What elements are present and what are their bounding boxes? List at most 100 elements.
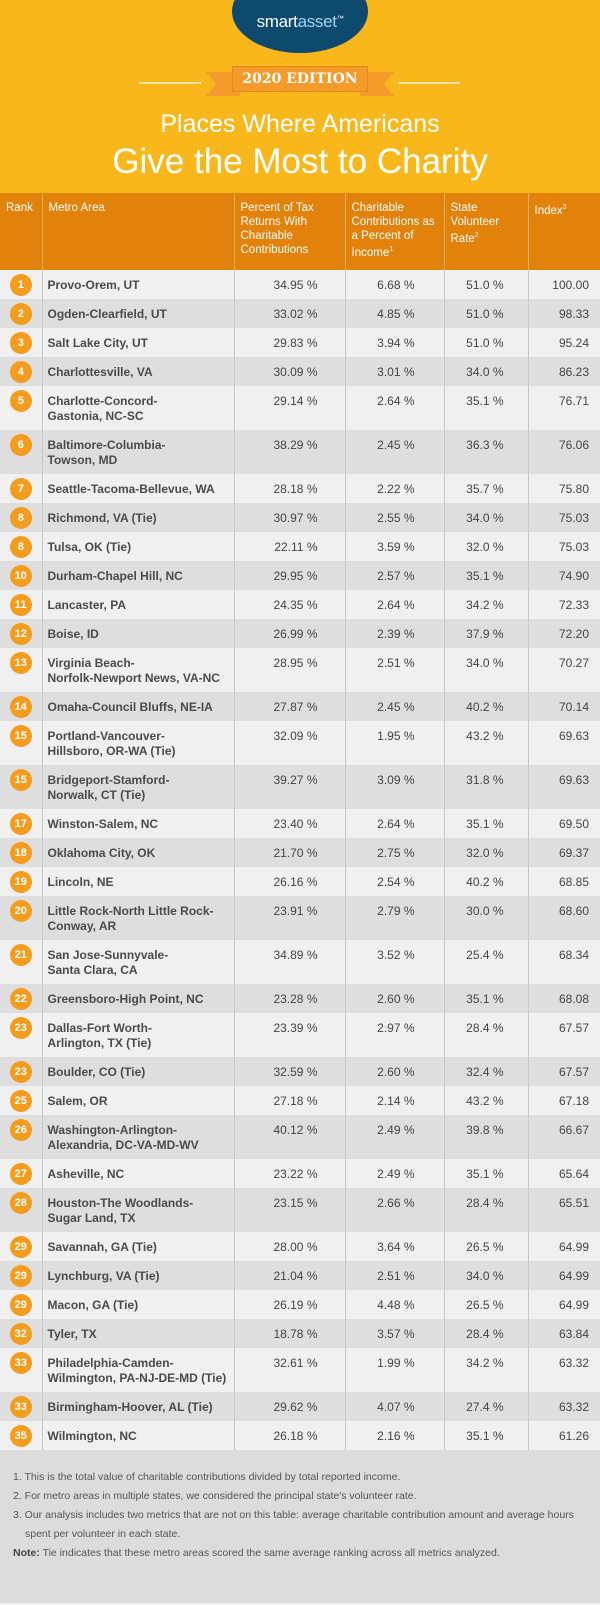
cell-metro: Greensboro-High Point, NC <box>42 984 235 1013</box>
cell-pct-returns: 38.29 % <box>234 430 346 474</box>
cell-metro: Lincoln, NE <box>42 867 235 896</box>
cell-contrib: 3.01 % <box>345 357 445 386</box>
cell-index: 68.08 <box>558 992 589 1006</box>
cell-metro: Durham-Chapel Hill, NC <box>42 561 235 590</box>
cell-index: 72.33 <box>558 598 589 612</box>
cell-volunteer: 35.1 % <box>444 1159 529 1188</box>
cell-contrib: 2.45 % <box>345 692 445 721</box>
cell-volunteer: 34.2 % <box>444 590 529 619</box>
table-row: 29 Lynchburg, VA (Tie) 21.04 % 2.51 % 34.0 %… <box>0 1261 600 1290</box>
cell-contrib: 2.64 % <box>345 809 445 838</box>
footnote-ref: 2 <box>474 232 479 239</box>
table-row: 25 Salem, OR 27.18 % 2.14 % 43.2 % 67.18 <box>0 1086 600 1115</box>
cell-volunteer: 32.0 % <box>444 532 529 561</box>
cell-index: 68.85 <box>558 875 589 889</box>
cell-contrib: 2.57 % <box>345 561 445 590</box>
cell-contrib: 2.64 % <box>345 590 445 619</box>
cell-metro: Charlottesville, VA <box>42 357 235 386</box>
cell-index: 76.06 <box>558 438 589 452</box>
cell-pct-returns: 34.95 % <box>234 270 346 299</box>
cell-metro: Macon, GA (Tie) <box>42 1290 235 1319</box>
cell-index: 69.63 <box>558 729 589 743</box>
cell-rank: 17 <box>0 809 43 838</box>
cell-index: 64.99 <box>558 1298 589 1312</box>
cell-volunteer: 25.4 % <box>444 940 529 984</box>
cell-metro: Omaha-Council Bluffs, NE-IA <box>42 692 235 721</box>
cell-rank: 8 <box>0 532 43 561</box>
col-rank: Rank <box>0 193 43 270</box>
rank-badge: 6 <box>9 434 32 456</box>
cell-rank: 19 <box>0 867 43 896</box>
col-volunteer: State Volunteer Rate2 <box>444 193 529 270</box>
cell-volunteer: 43.2 % <box>444 721 529 765</box>
cell-metro: Virginia Beach- Norfolk-Newport News, VA-… <box>42 648 235 692</box>
note-label: Note: <box>13 1547 40 1559</box>
cell-index: 67.57 <box>558 1065 589 1079</box>
cell-pct-returns: 32.09 % <box>234 721 346 765</box>
rank-badge: 4 <box>9 361 32 383</box>
table-row: 2 Ogden-Clearfield, UT 33.02 % 4.85 % 51.0 %… <box>0 299 600 328</box>
col-contrib: Charitable Contributions as a Percent of… <box>345 193 445 270</box>
cell-rank: 29 <box>0 1261 43 1290</box>
cell-index: 64.99 <box>558 1269 589 1283</box>
cell-volunteer: 27.4 % <box>444 1392 529 1421</box>
cell-rank: 27 <box>0 1159 43 1188</box>
cell-rank: 23 <box>0 1013 43 1057</box>
table-row: 19 Lincoln, NE 26.16 % 2.54 % 40.2 % 68.85 <box>0 867 600 896</box>
rank-badge: 26 <box>9 1119 32 1141</box>
logo-text-asset: asset <box>297 12 337 31</box>
cell-pct-returns: 21.04 % <box>234 1261 346 1290</box>
cell-pct-returns: 40.12 % <box>234 1115 346 1159</box>
cell-volunteer: 32.0 % <box>444 838 529 867</box>
cell-metro: Charlotte-Concord- Gastonia, NC-SC <box>42 386 235 430</box>
rank-badge: 33 <box>9 1352 32 1374</box>
cell-volunteer: 35.1 % <box>444 984 529 1013</box>
cell-pct-returns: 29.62 % <box>234 1392 346 1421</box>
cell-volunteer: 32.4 % <box>444 1057 529 1086</box>
cell-metro: Tulsa, OK (Tie) <box>42 532 235 561</box>
cell-index: 65.64 <box>558 1167 589 1181</box>
cell-contrib: 3.59 % <box>345 532 445 561</box>
rank-badge: 18 <box>9 842 32 864</box>
cell-index: 63.84 <box>558 1327 589 1341</box>
cell-metro: Provo-Orem, UT <box>42 270 235 299</box>
cell-index: 74.90 <box>558 569 589 583</box>
table-row: 29 Savannah, GA (Tie) 28.00 % 3.64 % 26.5 % 6… <box>0 1232 600 1261</box>
table-row: 1 Provo-Orem, UT 34.95 % 6.68 % 51.0 % 100.00 <box>0 270 600 299</box>
table-row: 12 Boise, ID 26.99 % 2.39 % 37.9 % 72.20 <box>0 619 600 648</box>
cell-contrib: 2.75 % <box>345 838 445 867</box>
cell-contrib: 2.79 % <box>345 896 445 940</box>
cell-pct-returns: 32.59 % <box>234 1057 346 1086</box>
cell-metro: Little Rock-North Little Rock- Conway, AR <box>42 896 235 940</box>
cell-contrib: 3.57 % <box>345 1319 445 1348</box>
rank-badge: 35 <box>9 1425 32 1447</box>
rank-badge: 14 <box>9 696 32 718</box>
cell-volunteer: 35.1 % <box>444 1421 529 1450</box>
rank-badge: 1 <box>9 274 32 296</box>
cell-pct-returns: 27.87 % <box>234 692 346 721</box>
logo-tm: ™ <box>336 15 344 23</box>
cell-contrib: 2.22 % <box>345 474 445 503</box>
cell-pct-returns: 30.09 % <box>234 357 346 386</box>
table-row: 13 Virginia Beach- Norfolk-Newport News, V… <box>0 648 600 692</box>
cell-rank: 35 <box>0 1421 43 1450</box>
cell-index: 61.26 <box>558 1429 589 1443</box>
cell-volunteer: 35.1 % <box>444 561 529 590</box>
cell-rank: 4 <box>0 357 43 386</box>
cell-volunteer: 28.4 % <box>444 1013 529 1057</box>
table-row: 23 Dallas-Fort Worth- Arlington, TX (Tie) 2… <box>0 1013 600 1057</box>
cell-rank: 33 <box>0 1392 43 1421</box>
table-row: 6 Baltimore-Columbia- Towson, MD 38.29 % 2.4… <box>0 430 600 474</box>
cell-pct-returns: 23.91 % <box>234 896 346 940</box>
cell-index: 68.60 <box>558 904 589 918</box>
cell-pct-returns: 28.18 % <box>234 474 346 503</box>
cell-index: 69.63 <box>558 773 589 787</box>
cell-contrib: 2.45 % <box>345 430 445 474</box>
cell-pct-returns: 28.00 % <box>234 1232 346 1261</box>
cell-contrib: 2.49 % <box>345 1159 445 1188</box>
title-line-1: Places Where Americans <box>160 110 440 138</box>
rank-badge: 23 <box>9 1017 32 1039</box>
cell-volunteer: 51.0 % <box>444 299 529 328</box>
cell-contrib: 4.07 % <box>345 1392 445 1421</box>
cell-index: 64.99 <box>558 1240 589 1254</box>
